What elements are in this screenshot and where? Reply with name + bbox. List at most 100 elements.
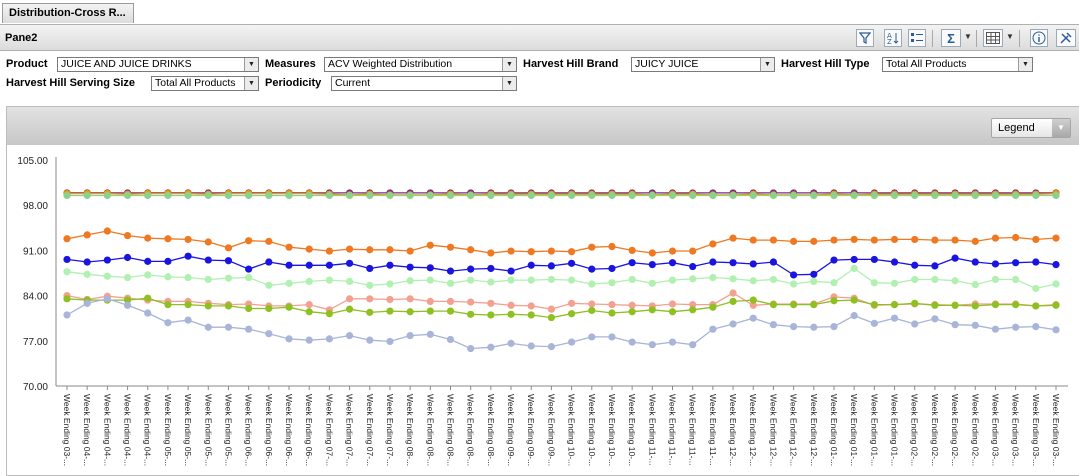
data-point — [426, 276, 434, 284]
data-point — [305, 277, 313, 285]
data-point — [527, 191, 535, 200]
x-tick-label: Week Ending 03-... — [1051, 394, 1061, 466]
data-point — [790, 301, 798, 309]
chevron-down-icon[interactable]: ▼ — [244, 58, 258, 71]
data-point — [890, 191, 899, 200]
sum-dropdown-icon[interactable]: ▼ — [964, 32, 972, 41]
chevron-down-icon[interactable]: ▼ — [502, 77, 516, 90]
grid-options-dropdown-icon[interactable]: ▼ — [1006, 32, 1014, 41]
chevron-down-icon[interactable]: ▼ — [760, 58, 774, 71]
data-point — [285, 191, 293, 200]
x-tick-label: Week Ending 12-... — [789, 394, 799, 466]
x-tick-label: Week Ending 07-... — [385, 394, 395, 466]
data-point — [830, 322, 838, 331]
data-point — [608, 242, 616, 251]
data-point — [830, 279, 838, 287]
data-point — [870, 191, 878, 200]
info-icon[interactable] — [1030, 29, 1048, 47]
data-point — [507, 191, 515, 200]
chevron-down-icon[interactable]: ▼ — [1018, 58, 1032, 71]
measures-value: ACV Weighted Distribution — [328, 58, 453, 70]
data-point — [971, 281, 979, 289]
x-tick-label: Week Ending 06-... — [284, 394, 294, 466]
data-point — [830, 256, 838, 264]
measures-select[interactable]: ACV Weighted Distribution ▼ — [324, 57, 517, 72]
y-tick-label: 70.00 — [23, 382, 48, 393]
type-label: Harvest Hill Type — [781, 58, 870, 70]
data-point — [588, 243, 596, 251]
series-line — [66, 267, 1057, 290]
data-point — [850, 296, 858, 304]
data-point — [648, 191, 656, 200]
data-point — [689, 247, 697, 255]
data-point — [991, 325, 1000, 333]
data-point — [648, 279, 656, 287]
product-select[interactable]: JUICE AND JUICE DRINKS ▼ — [57, 57, 259, 72]
x-tick-label: Week Ending 05-... — [183, 394, 193, 466]
x-tick-label: Week Ending 05-... — [163, 394, 173, 466]
serving-size-select[interactable]: Total All Products ▼ — [151, 76, 259, 91]
data-point — [285, 279, 293, 287]
data-point — [628, 191, 636, 200]
data-point — [709, 325, 717, 333]
data-point — [749, 314, 757, 322]
filter-icon[interactable] — [856, 29, 874, 47]
brand-select[interactable]: JUICY JUICE ▼ — [631, 57, 775, 72]
data-point — [608, 279, 616, 287]
data-point — [406, 263, 414, 271]
data-point — [507, 247, 515, 255]
data-point — [931, 275, 939, 284]
chart-panel: Legend ▼ — [6, 106, 1079, 476]
x-tick-label: Week Ending 12-... — [728, 394, 738, 466]
sum-icon[interactable]: Σ — [941, 29, 961, 47]
data-point — [951, 321, 959, 329]
grid-options-icon[interactable] — [983, 29, 1003, 47]
legend-dropdown[interactable]: Legend ▼ — [991, 118, 1071, 138]
data-point — [1032, 284, 1040, 293]
data-point — [446, 267, 455, 275]
data-point — [689, 306, 697, 314]
data-point — [588, 191, 596, 200]
data-point — [689, 262, 697, 271]
data-point — [668, 300, 677, 308]
data-point — [144, 271, 152, 279]
data-point — [729, 191, 737, 200]
data-point — [911, 275, 919, 284]
chevron-down-icon[interactable]: ▼ — [244, 77, 258, 90]
data-point — [467, 310, 475, 318]
x-tick-label: Week Ending 02-... — [970, 394, 980, 466]
list-select-icon[interactable] — [908, 29, 926, 47]
chevron-down-icon[interactable]: ▼ — [1052, 119, 1070, 137]
tab-distribution-cross[interactable]: Distribution-Cross R... — [2, 3, 134, 23]
x-tick-label: Week Ending 06-... — [264, 394, 274, 466]
data-point — [1012, 275, 1020, 284]
data-point — [608, 309, 616, 317]
data-point — [890, 235, 899, 244]
data-point — [83, 231, 91, 239]
brand-value: JUICY JUICE — [635, 58, 699, 70]
data-point — [1052, 191, 1060, 200]
series-line — [66, 292, 1057, 311]
data-point — [890, 258, 899, 266]
data-point — [911, 191, 919, 200]
x-tick-label: Week Ending 03-... — [1011, 394, 1021, 466]
data-point — [729, 234, 737, 242]
data-point — [830, 236, 838, 244]
type-select[interactable]: Total All Products ▼ — [882, 57, 1033, 72]
data-point — [890, 314, 899, 322]
x-tick-label: Week Ending 05-... — [223, 394, 233, 466]
periodicity-select[interactable]: Current ▼ — [331, 76, 517, 91]
data-point — [911, 299, 919, 307]
toolbar-separator — [1019, 30, 1020, 47]
data-point — [628, 275, 636, 284]
settings-tools-icon[interactable] — [1056, 29, 1076, 47]
data-point — [184, 316, 192, 324]
data-point — [588, 333, 596, 341]
data-point — [749, 236, 757, 244]
data-point — [911, 235, 919, 244]
chevron-down-icon[interactable]: ▼ — [502, 58, 516, 71]
data-point — [406, 308, 414, 316]
data-point — [507, 310, 515, 318]
data-point — [689, 341, 697, 349]
